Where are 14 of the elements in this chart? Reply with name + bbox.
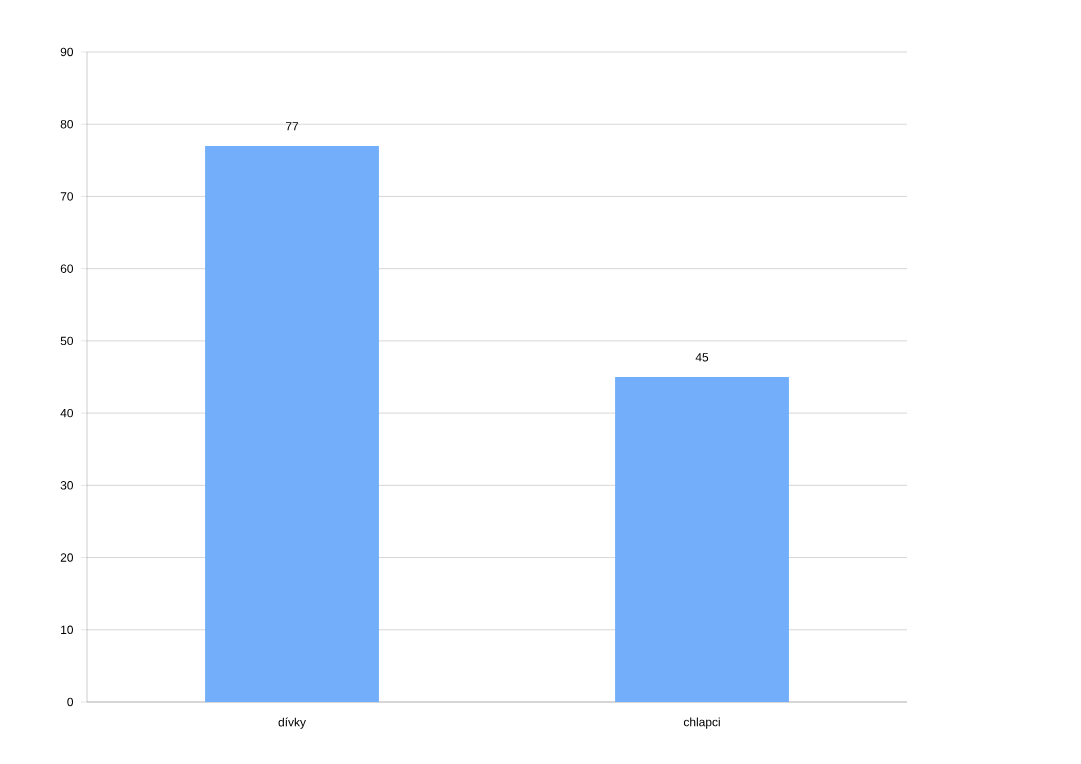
y-tick-label: 60 — [60, 264, 74, 273]
y-tick-label: 0 — [67, 697, 74, 707]
y-tick-label: 40 — [60, 408, 74, 418]
data-label: 77 — [285, 122, 299, 131]
y-tick-label: 20 — [60, 553, 74, 562]
y-tick-label: 50 — [60, 336, 74, 346]
y-tick-label: 10 — [61, 625, 74, 634]
x-tick-label: chlapci — [683, 717, 720, 729]
x-tick-label: dívky — [278, 717, 306, 729]
y-tick-label: 90 — [60, 47, 74, 57]
data-label: 45 — [695, 353, 709, 362]
y-tick-label: 80 — [60, 119, 74, 129]
y-tick-label: 70 — [60, 192, 74, 201]
y-tick-label: 30 — [60, 481, 74, 490]
